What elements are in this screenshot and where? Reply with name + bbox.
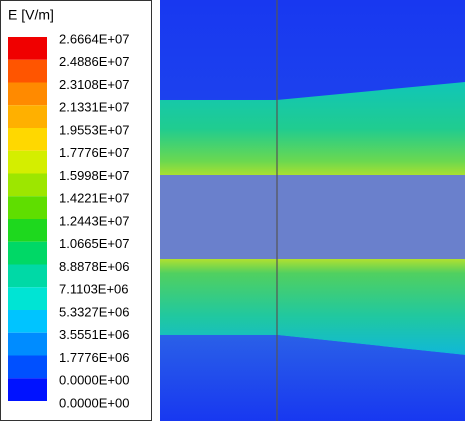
legend-swatch	[8, 310, 47, 333]
legend-label: 1.2443E+07	[59, 213, 129, 228]
legend-label: 3.5551E+06	[59, 327, 129, 342]
legend-swatch	[8, 128, 47, 151]
field-region	[160, 175, 465, 259]
field-plot	[160, 0, 465, 421]
legend-label: 1.0665E+07	[59, 236, 129, 251]
legend-label: 1.4221E+07	[59, 191, 129, 206]
legend-swatch	[8, 173, 47, 197]
legend-label: 8.8878E+06	[59, 259, 129, 274]
legend-scale: 2.6664E+07 2.4886E+07 2.3108E+07 2.1331E+07…	[8, 31, 129, 410]
field-region	[160, 259, 465, 355]
legend-label: 2.1331E+07	[59, 100, 129, 115]
legend-label: 0.0000E+00	[59, 373, 129, 388]
legend-label: 1.7776E+07	[59, 145, 129, 160]
legend-swatch	[8, 241, 47, 265]
legend-label: 2.4886E+07	[59, 54, 129, 69]
legend-label: 0.0000E+00	[59, 395, 129, 410]
field-region	[160, 335, 465, 421]
legend-swatch	[8, 196, 47, 219]
legend-swatch	[8, 219, 47, 242]
legend-label: 1.7776E+06	[59, 350, 129, 365]
legend-swatch	[8, 59, 47, 83]
legend-swatch	[8, 150, 47, 174]
legend-swatch	[8, 378, 47, 401]
legend-swatch	[8, 264, 47, 288]
legend-swatch	[8, 332, 47, 356]
legend-label: 1.9553E+07	[59, 122, 129, 137]
legend-swatch	[8, 37, 47, 60]
legend-swatch	[8, 82, 47, 106]
legend-label: 5.3327E+06	[59, 304, 129, 319]
legend-swatch	[8, 105, 47, 128]
legend-label: 2.6664E+07	[59, 31, 129, 46]
legend-label: 7.1103E+06	[59, 282, 129, 297]
legend-swatch	[8, 355, 47, 379]
field-region	[160, 82, 465, 175]
legend-title: E [V/m]	[8, 7, 54, 23]
legend-label: 2.3108E+07	[59, 77, 129, 92]
legend-swatch	[8, 287, 47, 310]
legend-panel: E [V/m] 2.6664E+072.4886E+072.3108E+072.…	[0, 0, 152, 421]
legend-label: 1.5998E+07	[59, 168, 129, 183]
